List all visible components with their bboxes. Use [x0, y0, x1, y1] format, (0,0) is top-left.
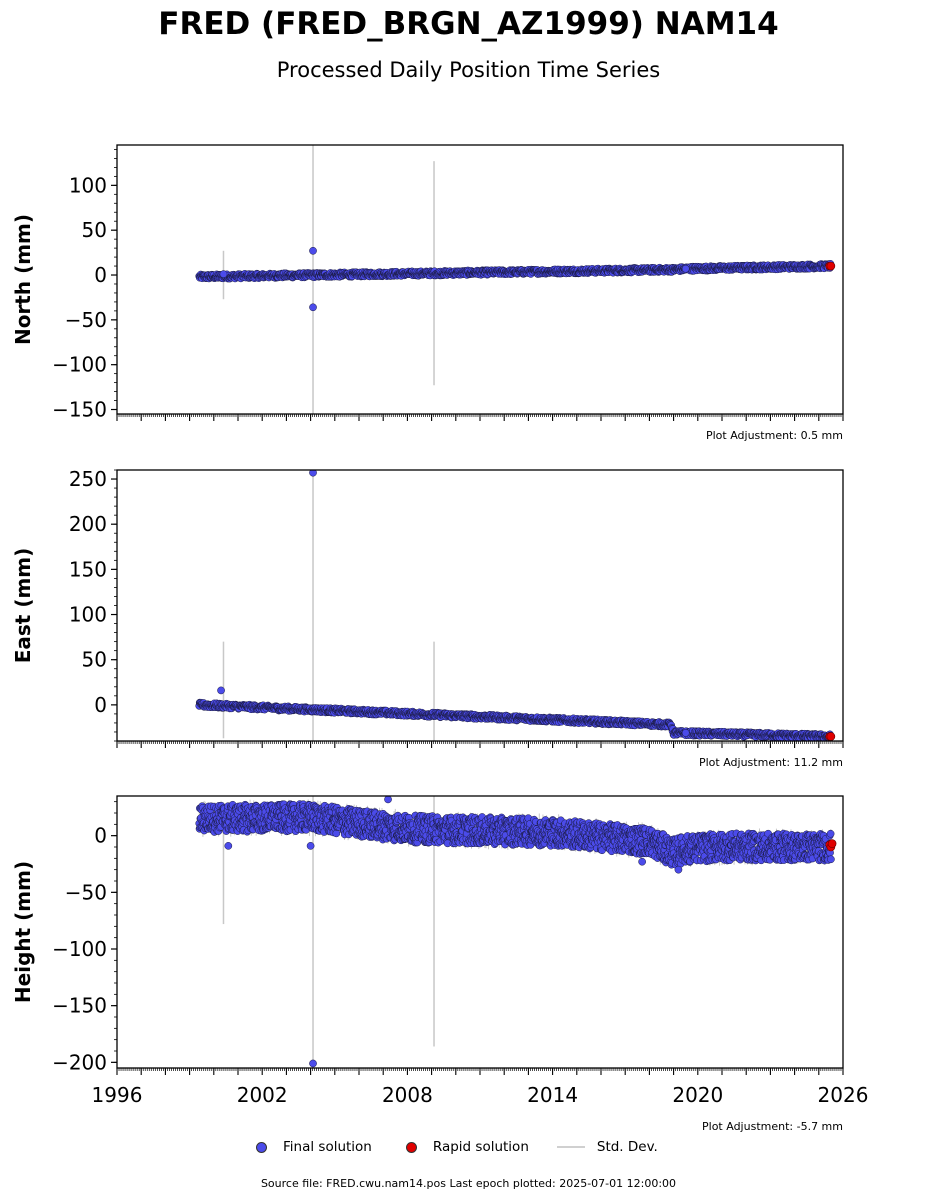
plot-adjustment-text: Plot Adjustment: 11.2 mm	[699, 756, 843, 769]
y-tick-label: 0	[94, 693, 107, 717]
rapid-point	[826, 732, 836, 741]
y-tick-label: 100	[69, 173, 107, 197]
final-point	[217, 686, 225, 695]
plot-area-east	[195, 470, 836, 741]
panel-east: 250 200 150 100 50 0 East (mm) Plot Adjustment:…	[11, 467, 844, 769]
plot-adjustment-text: Plot Adjustment: 0.5 mm	[706, 429, 843, 442]
y-tick-label: −50	[65, 308, 107, 332]
y-tick-label: 150	[69, 557, 107, 581]
rapid-point	[826, 261, 836, 271]
final-point	[309, 303, 317, 312]
chart-title: FRED (FRED_BRGN_AZ1999) NAM14	[158, 6, 779, 42]
y-axis-label: North (mm)	[11, 214, 35, 345]
plot-area-height	[195, 796, 837, 1068]
y-tick-label: −100	[52, 353, 107, 377]
y-tick-label: 50	[82, 218, 107, 242]
y-tick-label: 0	[94, 263, 107, 287]
final-point	[219, 270, 228, 278]
y-tick-label: 100	[69, 603, 107, 627]
y-tick-label: 250	[69, 467, 107, 491]
final-point	[332, 829, 341, 838]
y-tick-label: 50	[82, 648, 107, 672]
panel-north: 100 50 0 −50 −100 −150 North (mm) Plot Adjustme…	[11, 144, 844, 442]
chart-subtitle: Processed Daily Position Time Series	[276, 58, 661, 82]
final-point	[681, 729, 690, 737]
y-tick-label: 200	[69, 512, 107, 536]
final-point	[681, 264, 690, 273]
plot-area-north	[195, 145, 836, 414]
y-tick-label: −150	[52, 398, 107, 422]
final-point	[309, 246, 317, 255]
y-axis-label: East (mm)	[11, 548, 35, 664]
